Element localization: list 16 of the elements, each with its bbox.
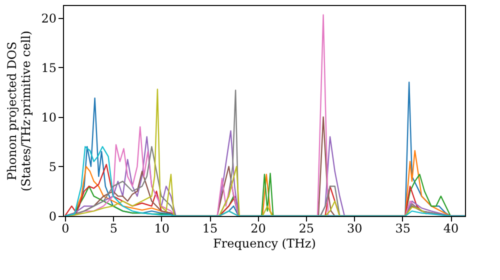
y-tick-label: 10 [41,110,56,124]
y-tick-label: 0 [48,210,56,224]
x-tick-label: 40 [443,222,459,236]
x-tick-label: 10 [154,222,170,236]
y-tick-label: 15 [41,60,56,75]
x-tick-label: 30 [346,222,362,236]
y-tick-label: 5 [48,160,56,174]
y-tick-label: 20 [41,11,56,26]
x-tick-label: 15 [202,222,218,236]
x-tick-label: 25 [298,222,314,236]
y-axis-title: Phonon projected DOS (States/THz·primitive cell) [5,30,34,192]
x-tick-label: 5 [110,222,118,236]
x-tick-label: 20 [250,222,266,236]
x-axis-title: Frequency (THz) [213,236,316,250]
x-tick-label: 0 [62,222,70,236]
x-tick-label: 35 [395,222,410,236]
